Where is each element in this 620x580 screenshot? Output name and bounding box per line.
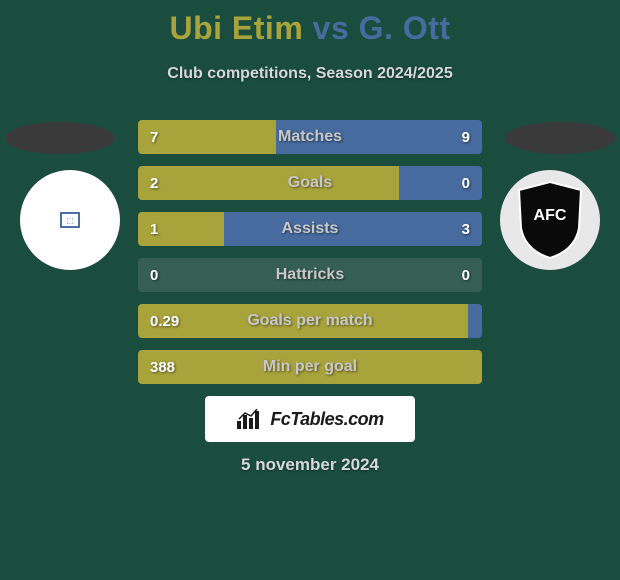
stat-label: Goals <box>138 166 482 200</box>
stat-value-right: 9 <box>462 120 470 154</box>
stat-row: 388Min per goal <box>138 350 482 384</box>
stat-label: Min per goal <box>138 350 482 384</box>
stats-bars: 7Matches92Goals01Assists30Hattricks00.29… <box>138 120 482 396</box>
shield-icon: AFC <box>515 180 585 260</box>
stat-label: Hattricks <box>138 258 482 292</box>
stat-value-right: 0 <box>462 166 470 200</box>
title: Ubi Etim vs G. Ott <box>0 0 620 47</box>
player2-name: G. Ott <box>359 10 451 46</box>
brand-box: FcTables.com <box>205 396 415 442</box>
infographic-container: Ubi Etim vs G. Ott Club competitions, Se… <box>0 0 620 580</box>
stat-value-right: 3 <box>462 212 470 246</box>
stat-label: Goals per match <box>138 304 482 338</box>
stat-value-right: 0 <box>462 258 470 292</box>
stat-label: Assists <box>138 212 482 246</box>
player1-club-badge: ⬚ <box>20 170 120 270</box>
date-text: 5 november 2024 <box>0 455 620 475</box>
subtitle: Club competitions, Season 2024/2025 <box>0 65 620 83</box>
club-left-icon: ⬚ <box>60 212 80 228</box>
stat-label: Matches <box>138 120 482 154</box>
stat-row: 0.29Goals per match <box>138 304 482 338</box>
brand-text: FcTables.com <box>270 409 383 430</box>
stat-row: 1Assists3 <box>138 212 482 246</box>
player1-flag <box>5 122 115 154</box>
player1-name: Ubi Etim <box>169 10 303 46</box>
stat-row: 7Matches9 <box>138 120 482 154</box>
shield-text: AFC <box>534 207 567 224</box>
brand-chart-icon <box>236 409 264 429</box>
vs-text: vs <box>313 10 350 46</box>
stat-row: 2Goals0 <box>138 166 482 200</box>
player2-club-badge: AFC <box>500 170 600 270</box>
stat-row: 0Hattricks0 <box>138 258 482 292</box>
player2-flag <box>505 122 615 154</box>
